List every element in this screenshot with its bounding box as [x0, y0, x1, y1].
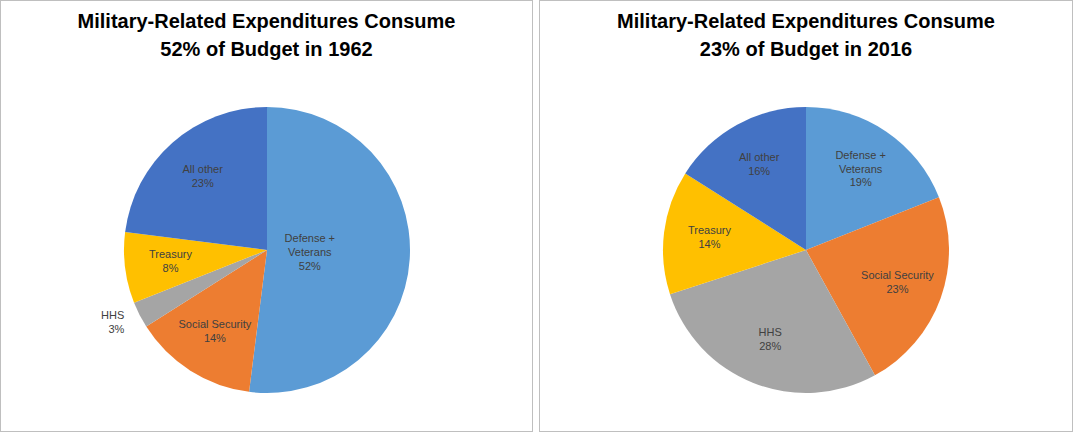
- chart-title: Military-Related Expenditures Consume23%…: [617, 10, 995, 60]
- pie-labels: Defense +Veterans 19% Social Security 23% HH…: [688, 148, 934, 352]
- panel-border: [540, 1, 1073, 432]
- slice-category-label: Treasury: [688, 224, 731, 236]
- slice-category-label: HHS: [759, 326, 782, 338]
- slice-value-label: 19%: [850, 176, 872, 188]
- pie-slice: [685, 107, 806, 250]
- slice-value-label: 3%: [108, 323, 124, 335]
- canvas: Military-Related Expenditures Consume52%…: [0, 0, 1074, 433]
- slice-value-label: 28%: [759, 340, 781, 352]
- slice-category-label: Defense +Veterans: [285, 232, 335, 258]
- pie-slices: [663, 107, 949, 393]
- slice-category-label: All other: [183, 163, 224, 175]
- slice-category-label: HHS: [101, 309, 124, 321]
- panel-border: [1, 1, 533, 432]
- pie-slice: [249, 107, 410, 393]
- chart-panel: Military-Related Expenditures Consume52%…: [1, 1, 533, 432]
- pie-labels: Defense +Veterans 52% Social Security 14% HH…: [101, 163, 335, 344]
- slice-value-label: 52%: [299, 260, 321, 272]
- slice-value-label: 23%: [886, 283, 908, 295]
- slice-category-label: Social Security: [861, 269, 934, 281]
- slice-category-label: Treasury: [149, 248, 192, 260]
- slice-category-label: All other: [739, 151, 780, 163]
- slice-value-label: 16%: [748, 165, 770, 177]
- slice-value-label: 8%: [163, 262, 179, 274]
- chart-panel: Military-Related Expenditures Consume23%…: [540, 1, 1073, 432]
- chart-title: Military-Related Expenditures Consume52%…: [78, 10, 456, 60]
- slice-value-label: 23%: [192, 177, 214, 189]
- slice-category-label: Defense +Veterans: [835, 148, 885, 174]
- slice-value-label: 14%: [204, 332, 226, 344]
- slice-category-label: Social Security: [179, 318, 252, 330]
- slice-value-label: 14%: [699, 238, 721, 250]
- pie-slice: [125, 107, 267, 250]
- pie-slices: [124, 107, 410, 393]
